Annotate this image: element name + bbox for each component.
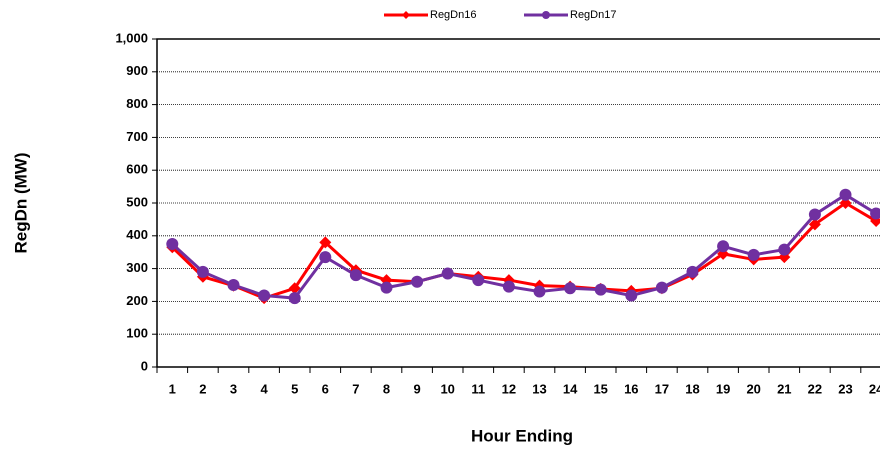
point	[686, 265, 699, 278]
point	[288, 282, 301, 295]
x-tick-label: 17	[655, 381, 669, 396]
y-tick-label: 600	[126, 162, 148, 177]
x-tick-label: 1	[169, 381, 176, 396]
x-tick-label: 10	[440, 381, 454, 396]
x-tick-label: 6	[322, 381, 329, 396]
x-tick-label: 18	[685, 381, 699, 396]
x-tick-label: 4	[260, 381, 268, 396]
point	[441, 267, 454, 280]
x-tick-label: 3	[230, 381, 237, 396]
point	[778, 243, 791, 256]
y-tick-label: 800	[126, 96, 148, 111]
legend-label: RegDn16	[430, 9, 476, 21]
point	[502, 280, 515, 293]
point	[717, 240, 730, 253]
x-tick-label: 16	[624, 381, 638, 396]
point	[808, 208, 821, 221]
point	[747, 248, 760, 261]
point	[258, 289, 271, 302]
y-axis-title: RegDn (MW)	[11, 152, 30, 253]
y-tick-label: 500	[126, 194, 148, 209]
y-tick-label: 1,000	[115, 30, 148, 45]
point	[625, 289, 638, 302]
point	[319, 236, 332, 249]
y-tick-label: 400	[126, 227, 148, 242]
point	[655, 281, 668, 294]
x-tick-label: 11	[471, 381, 485, 396]
point	[564, 282, 577, 295]
point	[380, 281, 393, 294]
point	[533, 285, 546, 298]
point	[166, 238, 179, 250]
x-axis-title: Hour Ending	[471, 426, 573, 445]
point	[594, 283, 607, 296]
x-tick-label: 9	[413, 381, 420, 396]
x-tick-label: 24	[869, 381, 880, 396]
x-tick-label: 5	[291, 381, 298, 396]
legend-label: RegDn17	[570, 9, 616, 21]
legend-marker	[542, 11, 550, 19]
point	[319, 251, 332, 264]
point	[472, 274, 485, 287]
x-tick-label: 21	[777, 381, 791, 396]
x-tick-label: 12	[502, 381, 516, 396]
y-tick-label: 100	[126, 326, 148, 341]
point	[411, 275, 424, 288]
y-tick-label: 200	[126, 293, 148, 308]
x-tick-label: 23	[838, 381, 852, 396]
point	[227, 279, 240, 291]
x-tick-label: 7	[352, 381, 359, 396]
y-tick-label: 300	[126, 260, 148, 275]
point	[839, 188, 852, 201]
point	[839, 197, 852, 209]
x-tick-label: 22	[808, 381, 822, 396]
y-tick-label: 900	[126, 63, 148, 78]
x-tick-label: 8	[383, 381, 390, 396]
y-tick-label: 700	[126, 129, 148, 144]
x-tick-label: 2	[199, 381, 206, 396]
legend-marker	[402, 11, 410, 19]
point	[349, 269, 362, 282]
x-tick-label: 14	[563, 381, 578, 396]
x-tick-label: 15	[593, 381, 607, 396]
point	[870, 207, 880, 220]
x-tick-label: 13	[532, 381, 546, 396]
x-tick-label: 19	[716, 381, 730, 396]
point	[196, 265, 209, 278]
point	[808, 218, 821, 231]
x-tick-label: 20	[746, 381, 760, 396]
point	[288, 292, 301, 305]
y-tick-label: 0	[141, 358, 148, 373]
